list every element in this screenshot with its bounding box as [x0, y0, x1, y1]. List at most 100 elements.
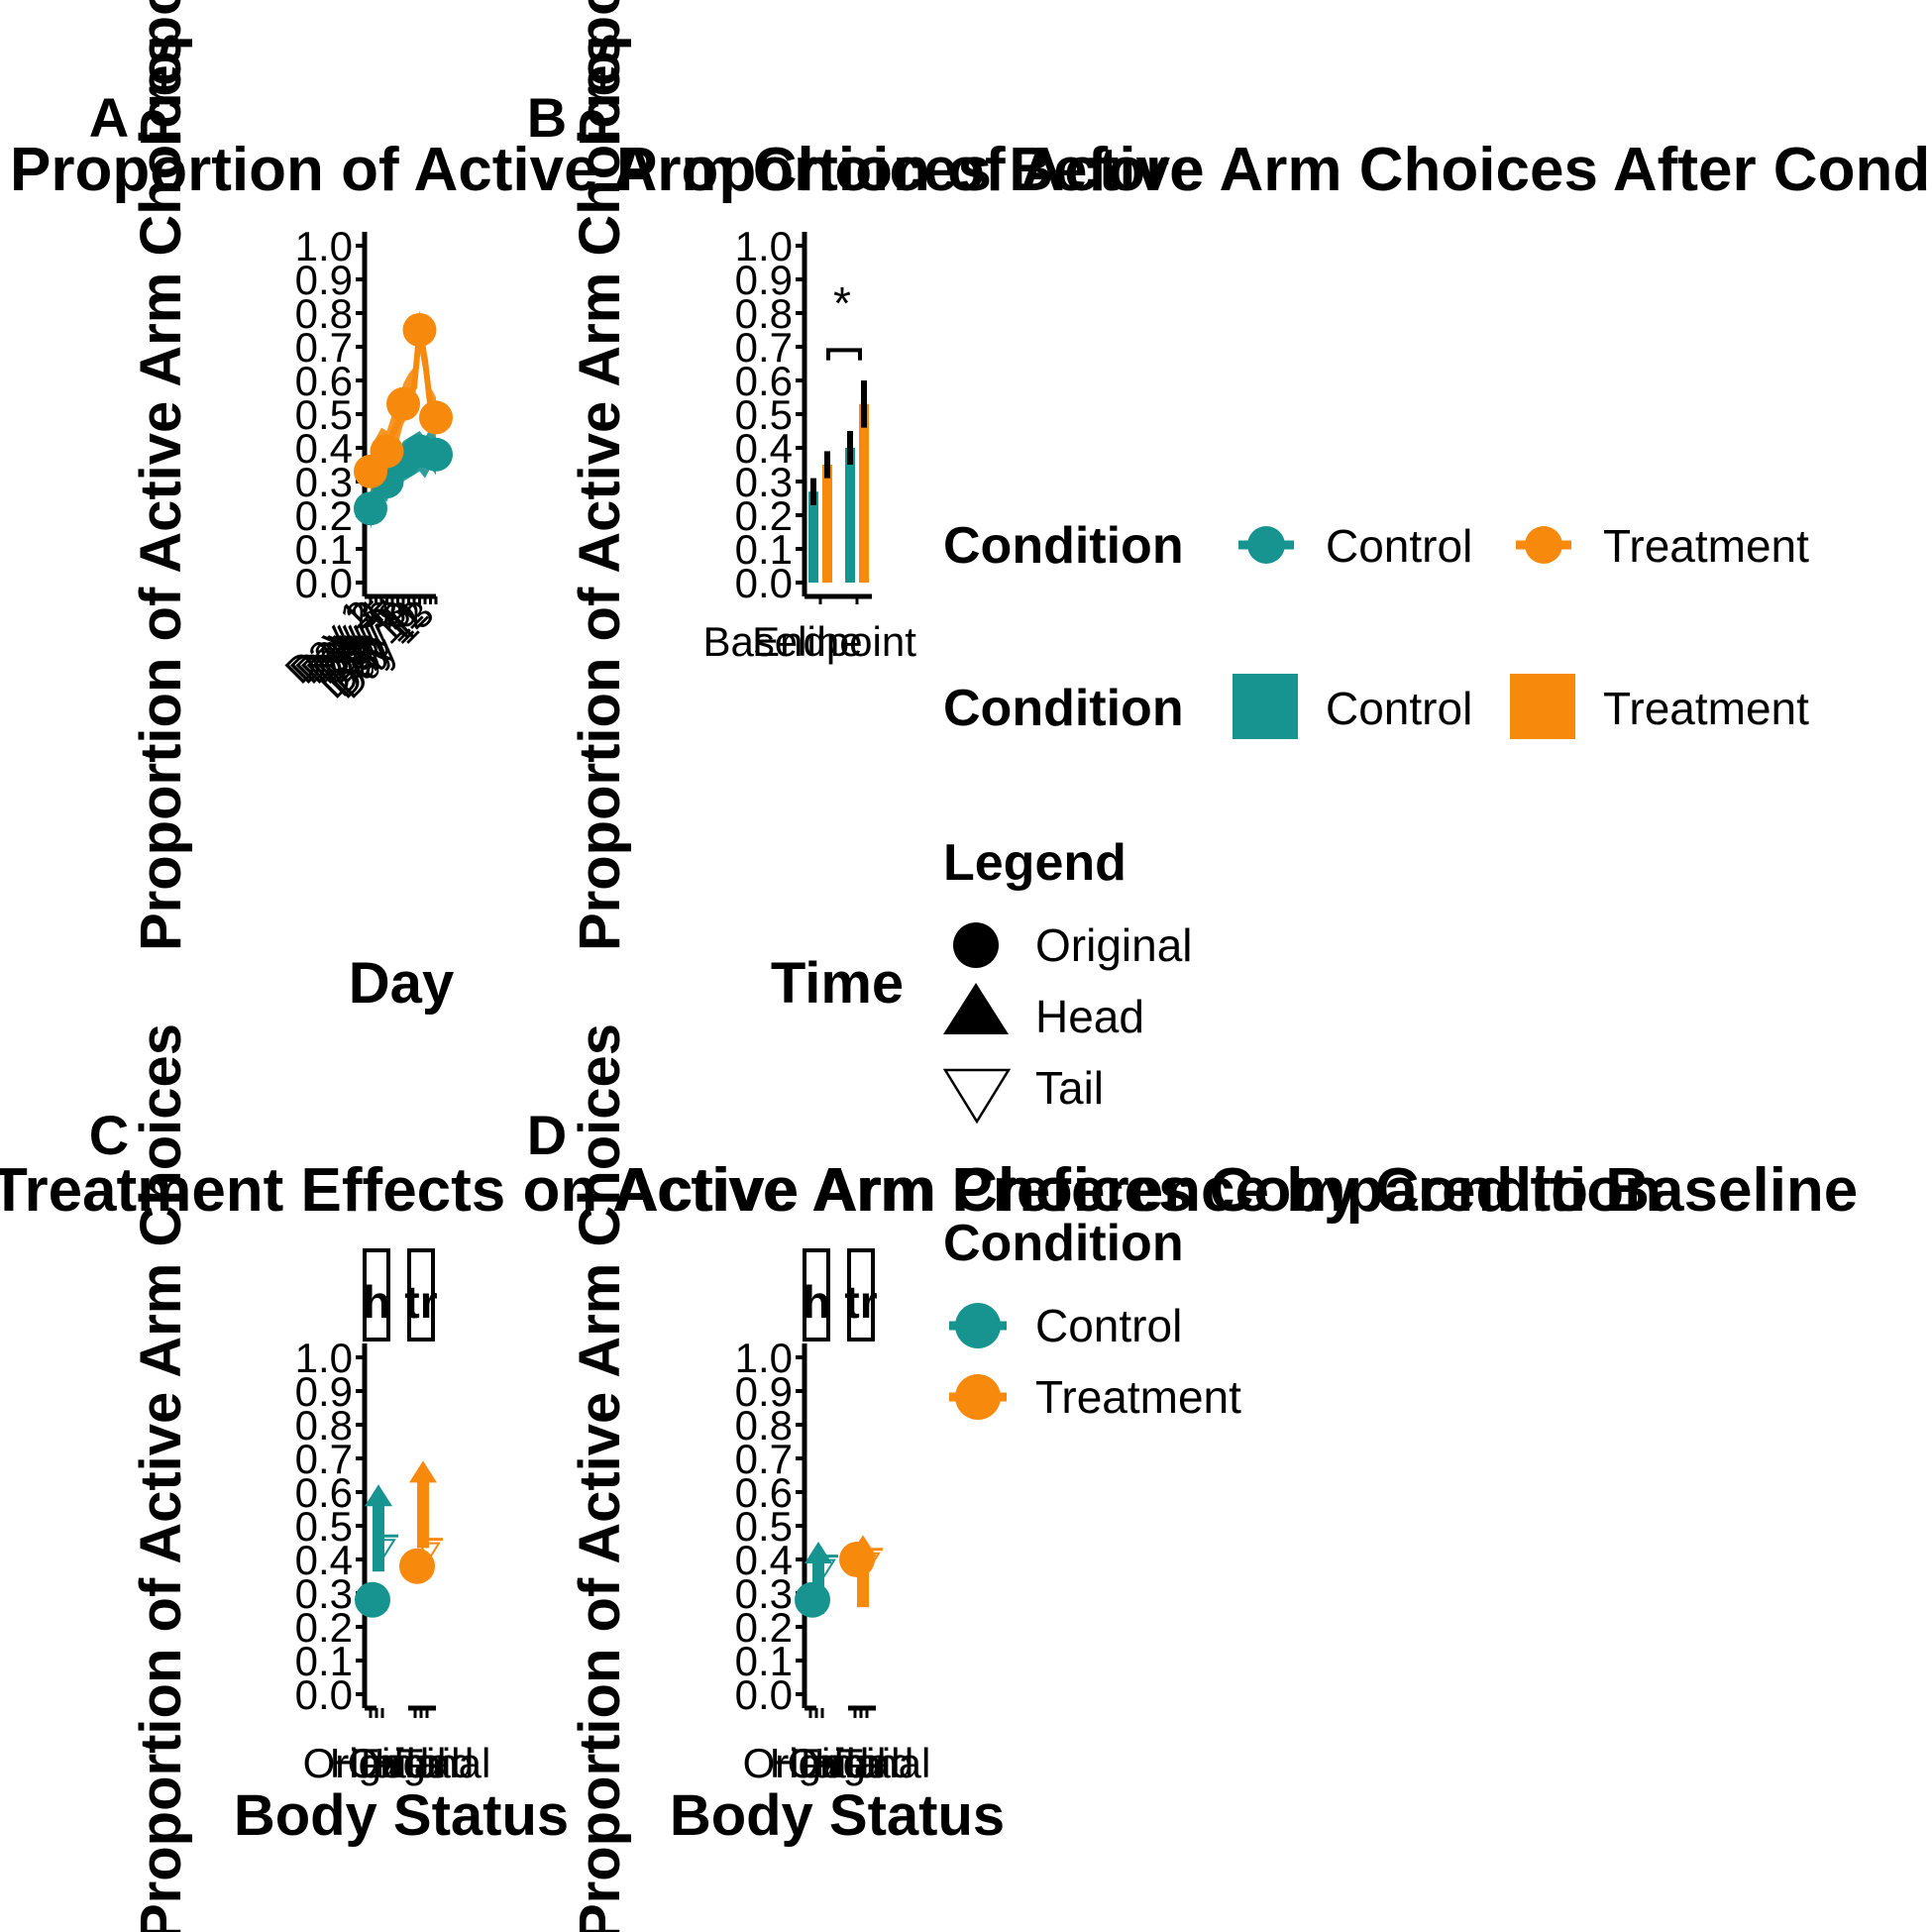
range-bar-control	[812, 1559, 824, 1614]
bar-treatment	[822, 465, 832, 583]
y-tick-label: 0.1	[295, 526, 353, 573]
panel-b-ylabel-top: Proportion of Active Arm Choi	[568, 0, 632, 147]
data-point-head-treatment	[849, 1535, 877, 1557]
y-tick-label: 1.0	[735, 1335, 793, 1381]
x-tick-label: Head	[375, 1740, 474, 1786]
y-tick-label: 0.7	[735, 1436, 793, 1482]
range-bar-treatment	[417, 1478, 429, 1549]
panel-c-xlabel: Body Status	[234, 1783, 569, 1848]
legend-condition-fill: Condition Control Treatment	[943, 674, 1809, 739]
y-tick-label: 0.9	[295, 257, 353, 303]
legend-key-triangle-down-open	[942, 1068, 1012, 1125]
bar-control	[808, 491, 818, 583]
legend-key-control-point	[949, 1303, 1007, 1348]
panel-d: D Active Arm Choices Compared to Baselin…	[527, 1023, 1859, 1932]
panel-d-letter: D	[527, 1104, 567, 1166]
facet-strip	[407, 1248, 435, 1342]
y-tick-label: 0.1	[735, 526, 793, 573]
panel-a-letter: A	[89, 86, 129, 149]
data-point-original-treatment	[399, 1548, 435, 1584]
panel-a-xlabel: Day	[349, 951, 454, 1016]
data-point-original-control	[355, 1581, 390, 1618]
legend-condition-points: Condition Control Treatment	[943, 517, 1809, 575]
y-tick-label: 0.9	[735, 1368, 793, 1415]
y-tick-label: 0.8	[295, 290, 353, 337]
y-tick-label: 0.4	[735, 1537, 793, 1583]
y-tick-label: 0.4	[735, 425, 793, 472]
y-tick-label: 1.0	[295, 223, 353, 269]
facet-strip	[363, 1248, 390, 1342]
y-tick-label: 0.3	[735, 459, 793, 505]
y-tick-label: 1.0	[295, 1335, 353, 1381]
y-tick-label: 0.2	[295, 1604, 353, 1651]
y-tick-label: 1.0	[735, 223, 793, 269]
legend-condition-vertical: Condition Control Treatment	[943, 1215, 1241, 1423]
y-tick-label: 0.6	[295, 358, 353, 404]
y-tick-label: 0.0	[295, 560, 353, 606]
panel-c: C Treatment Effects on Active Arm Prefer…	[0, 1023, 1662, 1932]
y-tick-label: 0.5	[295, 391, 353, 438]
range-bar-treatment	[857, 1553, 869, 1608]
facet-strip-label: h	[363, 1276, 390, 1328]
data-point-treatment	[370, 434, 404, 469]
panel-a-ylabel-top: Proportion of Active Arm Choi	[129, 0, 193, 147]
y-tick-label: 0.0	[295, 1671, 353, 1718]
y-tick-label: 0.2	[295, 492, 353, 539]
y-tick-label: 0.8	[735, 1402, 793, 1449]
y-tick-label: 0.5	[295, 1503, 353, 1550]
x-tick-label: Original	[743, 1740, 887, 1786]
panel-b-letter: B	[527, 86, 567, 149]
data-point-tail-control	[812, 1558, 836, 1578]
panel-b-significance-star: *	[833, 277, 851, 329]
x-tick-label: Tail	[793, 1740, 855, 1786]
data-point-treatment	[402, 313, 437, 347]
bar-control	[845, 448, 855, 583]
y-tick-label: 0.8	[295, 1402, 353, 1449]
x-tick-label: Original	[303, 1740, 447, 1786]
y-tick-label: 0.3	[295, 1570, 353, 1617]
data-point-head-treatment	[409, 1460, 437, 1483]
panel-b-tick-baseline: Baseline	[702, 618, 862, 665]
x-tick-label: Head	[330, 1740, 429, 1786]
facet-strip	[803, 1248, 830, 1342]
y-tick-label: 0.3	[295, 459, 353, 505]
legend-label-tail: Tail	[1035, 1062, 1104, 1114]
y-tick-label: 0.9	[295, 1368, 353, 1415]
y-tick-label: 0.2	[735, 1604, 793, 1651]
x-tick-label: Original	[788, 1740, 931, 1786]
panel-c-letter: C	[89, 1104, 129, 1166]
panel-a-title: Proportion of Active Arm Choices Before	[10, 136, 1204, 204]
legend-label-control: Control	[1035, 1300, 1182, 1351]
legend-key-treatment-point	[949, 1374, 1007, 1420]
legend-key-circle-filled	[953, 922, 999, 968]
x-tick-label: Tail	[353, 1740, 415, 1786]
panel-d-axes: 0.00.10.20.30.40.50.60.70.80.91.0h tr Orig…	[735, 1248, 931, 1786]
y-tick-label: 0.0	[735, 1671, 793, 1718]
legend-label-treatment: Treatment	[1035, 1371, 1241, 1423]
panel-b-xlabel: Time	[771, 951, 904, 1016]
panel-d-xlabel: Body Status	[670, 1783, 1005, 1848]
y-tick-label: 0.7	[295, 324, 353, 371]
panel-c-plot	[355, 1460, 443, 1618]
significance-bracket	[826, 348, 862, 361]
y-tick-label: 0.8	[735, 290, 793, 337]
panel-b-tick-endpoint: Endpoint	[752, 618, 916, 665]
x-tick-label: Original	[348, 1740, 491, 1786]
legend-key-control-point	[1238, 526, 1294, 564]
panel-c-ylabel: Proportion of Active Arm Choices	[129, 1023, 193, 1932]
legend-label-control: Control	[1326, 683, 1472, 734]
data-point-tail-treatment	[857, 1552, 881, 1571]
y-tick-label: 0.7	[295, 1436, 353, 1482]
facet-strip	[847, 1248, 875, 1342]
y-tick-label: 0.5	[735, 391, 793, 438]
legend-title: Condition	[943, 1215, 1184, 1272]
y-tick-label: 0.6	[735, 358, 793, 404]
x-tick-label: Tail	[397, 1740, 460, 1786]
legend-title: Condition	[943, 680, 1184, 737]
legend-label-head: Head	[1035, 991, 1144, 1042]
panel-b-plot	[808, 348, 869, 583]
y-tick-label: 0.5	[735, 1503, 793, 1550]
data-point-head-control	[365, 1484, 392, 1507]
